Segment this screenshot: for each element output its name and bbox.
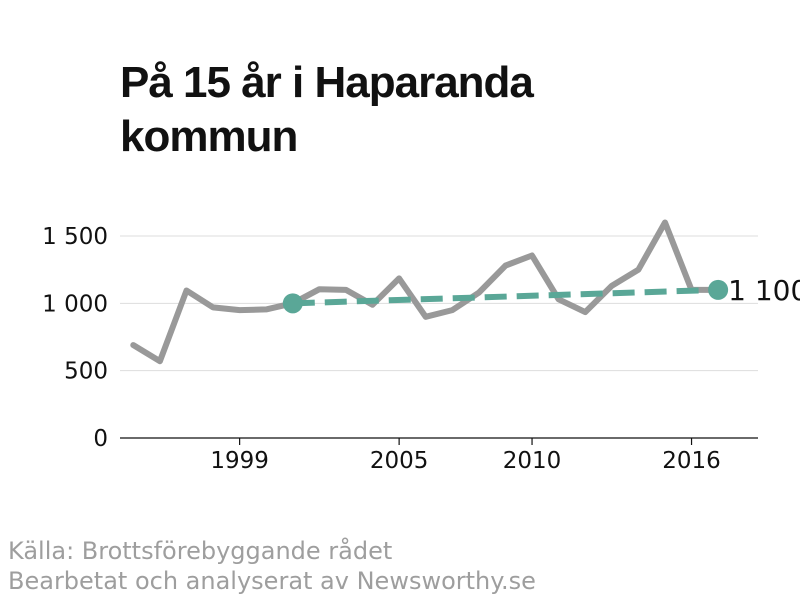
x-tick-label: 2005: [370, 448, 429, 474]
series-line: [130, 219, 722, 365]
trend-start-point: [282, 293, 303, 314]
source-note: Källa: Brottsförebyggande rådet Bearbeta…: [8, 536, 536, 596]
source-line: Källa: Brottsförebyggande rådet: [8, 537, 393, 565]
x-tick-label: 1999: [210, 448, 269, 474]
x-tick-label: 2016: [662, 448, 721, 474]
chart-title: På 15 år i Haparanda kommun: [120, 58, 534, 161]
trend-line: [292, 286, 719, 307]
y-tick-label: 500: [64, 359, 108, 385]
attribution-line: Bearbetat och analyserat av Newsworthy.s…: [8, 567, 536, 595]
y-tick-label: 1 000: [42, 291, 108, 317]
trend-end-label: 1 100: [728, 274, 800, 307]
y-tick-label: 1 500: [42, 224, 108, 250]
y-tick-label: 0: [93, 426, 108, 452]
trend-end-point: [708, 279, 729, 300]
x-tick-label: 2010: [503, 448, 562, 474]
